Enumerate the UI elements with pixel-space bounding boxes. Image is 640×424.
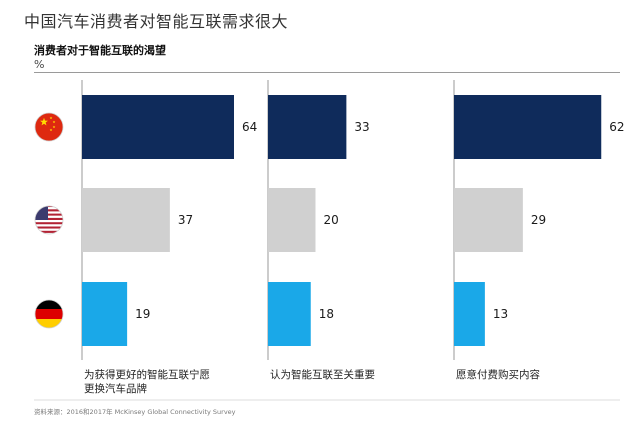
bar-value-label: 37 xyxy=(178,213,193,227)
panel-label: 为获得更好的智能互联宁愿 xyxy=(84,368,210,381)
bar-value-label: 29 xyxy=(531,213,546,227)
bar xyxy=(82,95,234,159)
bar-value-label: 62 xyxy=(609,120,624,134)
usa-flag-icon xyxy=(34,205,64,235)
bar-value-label: 18 xyxy=(319,307,334,321)
bar-value-label: 64 xyxy=(242,120,257,134)
unit-label: % xyxy=(34,58,45,71)
bar xyxy=(268,95,347,159)
panel-label: 认为智能互联至关重要 xyxy=(270,368,375,381)
bar-value-label: 19 xyxy=(135,307,150,321)
source-note: 资料来源：2016和2017年 McKinsey Global Connecti… xyxy=(34,408,236,416)
germany-flag-icon xyxy=(34,299,64,329)
bar-value-label: 13 xyxy=(493,307,508,321)
bar xyxy=(268,188,316,252)
bar xyxy=(454,95,602,159)
bar xyxy=(454,188,523,252)
panel-label: 愿意付费购买内容 xyxy=(456,368,540,381)
bar-value-label: 20 xyxy=(324,213,339,227)
bar xyxy=(454,282,485,346)
bar xyxy=(82,188,170,252)
bar xyxy=(268,282,311,346)
bar-value-label: 33 xyxy=(354,120,369,134)
chart-title: 消费者对于智能互联的渴望 xyxy=(34,44,166,57)
china-flag-icon xyxy=(34,112,64,142)
bar xyxy=(82,282,128,346)
page-title: 中国汽车消费者对智能互联需求很大 xyxy=(24,12,289,31)
header-divider xyxy=(34,72,620,73)
panel-label: 更换汽车品牌 xyxy=(84,382,147,395)
